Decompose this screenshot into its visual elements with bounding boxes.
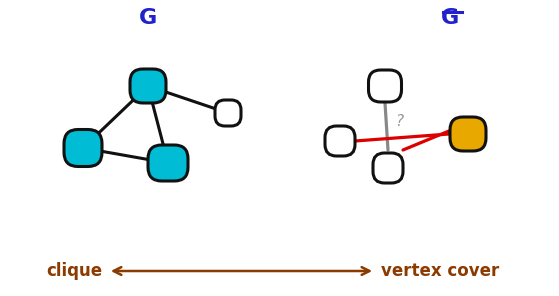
FancyBboxPatch shape xyxy=(450,117,486,151)
FancyBboxPatch shape xyxy=(148,145,188,181)
FancyBboxPatch shape xyxy=(368,70,401,102)
FancyBboxPatch shape xyxy=(215,100,241,126)
Text: clique: clique xyxy=(46,262,102,280)
FancyBboxPatch shape xyxy=(325,126,355,156)
Text: G: G xyxy=(139,8,157,28)
FancyBboxPatch shape xyxy=(130,69,166,103)
Text: vertex cover: vertex cover xyxy=(381,262,499,280)
Text: ?: ? xyxy=(395,115,403,130)
Text: G: G xyxy=(441,8,459,28)
FancyBboxPatch shape xyxy=(373,153,403,183)
FancyBboxPatch shape xyxy=(64,130,102,166)
